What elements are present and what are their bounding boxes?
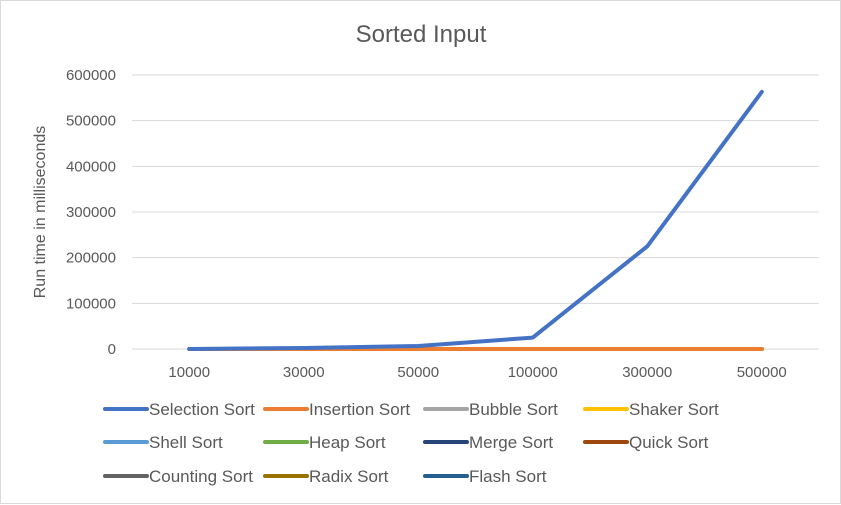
legend-label: Shell Sort: [149, 433, 223, 452]
legend-label: Radix Sort: [309, 467, 389, 486]
y-tick-label: 600000: [66, 67, 116, 84]
legend-label: Insertion Sort: [309, 400, 410, 419]
x-tick-label: 100000: [508, 364, 558, 381]
x-tick-label: 10000: [168, 364, 210, 381]
x-tick-label: 30000: [283, 364, 325, 381]
legend-label: Flash Sort: [469, 467, 547, 486]
legend-item: Shell Sort: [103, 433, 223, 452]
legend-label: Shaker Sort: [629, 400, 719, 419]
series-line-selection-sort: [187, 89, 764, 351]
chart-title: Sorted Input: [356, 21, 487, 48]
legend-item: Counting Sort: [103, 467, 253, 486]
legend-item: Insertion Sort: [263, 400, 410, 419]
x-tick-label: 500000: [737, 364, 787, 381]
legend-item: Flash Sort: [423, 467, 547, 486]
legend-label: Merge Sort: [469, 433, 553, 452]
legend-item: Bubble Sort: [423, 400, 558, 419]
legend-item: Quick Sort: [583, 433, 709, 452]
legend-item: Heap Sort: [263, 433, 386, 452]
legend-label: Counting Sort: [149, 467, 253, 486]
y-tick-label: 200000: [66, 250, 116, 267]
legend-item: Merge Sort: [423, 433, 553, 452]
x-tick-label: 300000: [622, 364, 672, 381]
legend-label: Heap Sort: [309, 433, 386, 452]
legend-label: Bubble Sort: [469, 400, 558, 419]
y-tick-label: 500000: [66, 113, 116, 130]
legend-label: Selection Sort: [149, 400, 255, 419]
y-tick-label: 300000: [66, 204, 116, 221]
y-tick-label: 400000: [66, 158, 116, 175]
y-tick-label: 100000: [66, 295, 116, 312]
legend-label: Quick Sort: [629, 433, 709, 452]
legend-item: Selection Sort: [103, 400, 255, 419]
y-tick-label: 0: [108, 341, 116, 358]
x-tick-label: 50000: [397, 364, 439, 381]
legend-item: Shaker Sort: [583, 400, 719, 419]
legend-item: Radix Sort: [263, 467, 389, 486]
y-axis-title: Run time in milliseconds: [32, 126, 49, 299]
